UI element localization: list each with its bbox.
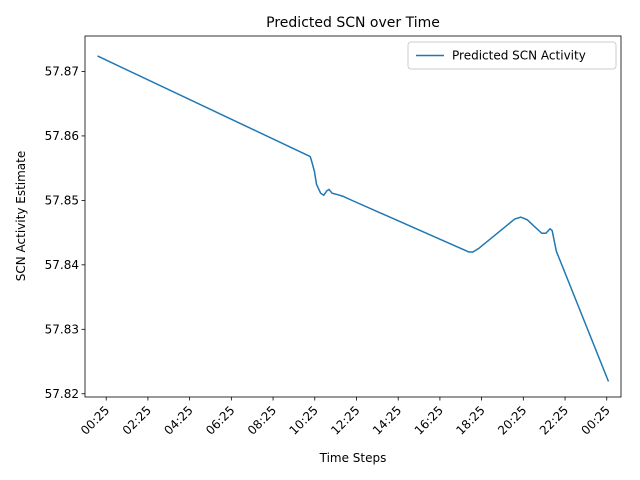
- x-axis-label: Time Steps: [319, 451, 387, 465]
- x-tick-label: 20:25: [495, 403, 529, 437]
- y-axis-label: SCN Activity Estimate: [14, 151, 28, 281]
- x-tick-label: 08:25: [245, 403, 279, 437]
- x-tick-label: 00:25: [579, 403, 613, 437]
- y-tick-label: 57.82: [45, 387, 79, 401]
- legend-box: [407, 41, 617, 70]
- x-tick-label: 22:25: [537, 403, 571, 437]
- series-line-0: [97, 55, 610, 382]
- y-tick-label: 57.85: [45, 193, 79, 207]
- y-tick-label: 57.84: [45, 258, 79, 272]
- x-tick-label: 14:25: [370, 403, 404, 437]
- x-tick-label: 16:25: [412, 403, 446, 437]
- y-tick-label: 57.86: [45, 129, 79, 143]
- x-tick-label: 02:25: [120, 403, 154, 437]
- y-tick-label: 57.83: [45, 322, 79, 336]
- legend-label: Predicted SCN Activity: [452, 49, 586, 63]
- x-tick-label: 18:25: [453, 403, 487, 437]
- chart-title: Predicted SCN over Time: [266, 15, 440, 31]
- plot-frame: [84, 35, 622, 398]
- x-tick-label: 12:25: [328, 403, 362, 437]
- x-tick-label: 10:25: [287, 403, 321, 437]
- x-tick-label: 00:25: [78, 403, 112, 437]
- x-tick-label: 04:25: [161, 403, 195, 437]
- y-tick-label: 57.87: [45, 64, 79, 78]
- x-tick-label: 06:25: [203, 403, 237, 437]
